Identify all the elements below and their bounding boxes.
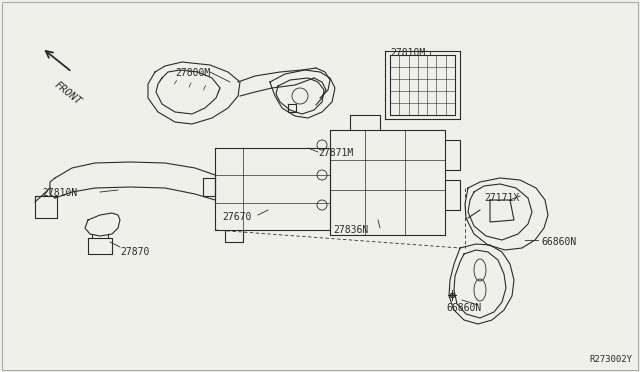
Text: 27171X: 27171X	[484, 193, 519, 203]
Text: 27810N: 27810N	[42, 188, 77, 198]
Text: 27870: 27870	[120, 247, 149, 257]
Text: 27670: 27670	[222, 212, 252, 222]
Text: 27836N: 27836N	[333, 225, 368, 235]
Text: 27810M: 27810M	[390, 48, 425, 58]
Text: 27871M: 27871M	[318, 148, 353, 158]
Text: 66860N: 66860N	[541, 237, 576, 247]
Text: 66860N: 66860N	[446, 303, 481, 313]
Text: 27800M: 27800M	[175, 68, 211, 78]
Text: FRONT: FRONT	[52, 80, 83, 107]
Text: R273002Y: R273002Y	[589, 355, 632, 364]
